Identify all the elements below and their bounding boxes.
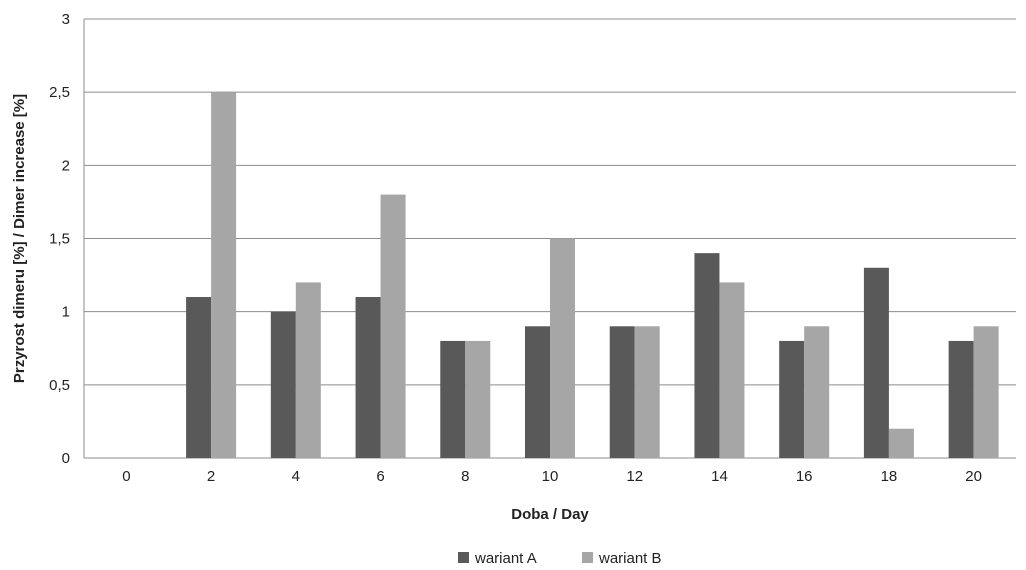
y-tick-labels: 0 0,5 1 1,5 2 2,5 3 (49, 11, 70, 467)
y-tick-label: 3 (62, 11, 70, 28)
legend-swatch-0 (458, 552, 469, 563)
y-tick-label: 0 (62, 450, 70, 467)
legend-label-1: wariant B (598, 550, 662, 567)
bar-series-1-cat-18 (888, 428, 914, 458)
bar-series-1-cat-16 (804, 326, 830, 458)
bar-series-1-cat-2 (211, 92, 237, 459)
bars (186, 92, 999, 459)
y-tick-label: 2 (62, 157, 70, 174)
y-tick-label: 1,5 (49, 231, 70, 248)
bar-series-1-cat-6 (380, 194, 406, 458)
x-tick-label: 10 (542, 468, 559, 485)
bar-series-1-cat-14 (719, 282, 745, 458)
x-tick-label: 12 (626, 468, 643, 485)
bar-series-0-cat-10 (525, 326, 550, 458)
y-tick-label: 1 (62, 304, 70, 321)
x-tick-label: 2 (207, 468, 215, 485)
bar-series-1-cat-8 (465, 340, 491, 458)
y-tick-label: 2,5 (49, 84, 70, 101)
x-tick-label: 4 (292, 468, 300, 485)
bar-series-1-cat-20 (973, 326, 999, 458)
bar-series-0-cat-18 (863, 267, 889, 458)
y-tick-label: 0,5 (49, 377, 70, 394)
bar-series-0-cat-4 (270, 311, 296, 458)
bar-series-0-cat-6 (355, 297, 381, 458)
bar-series-0-cat-2 (186, 297, 212, 458)
x-tick-label: 6 (376, 468, 384, 485)
x-tick-label: 8 (461, 468, 469, 485)
x-tick-label: 18 (881, 468, 898, 485)
bar-series-0-cat-14 (694, 253, 720, 458)
x-tick-label: 0 (122, 468, 130, 485)
x-tick-labels: 0 2 4 6 8 10 12 14 16 18 20 (122, 468, 982, 485)
y-axis-title: Przyrost dimeru [%] / Dimer increase [%] (11, 94, 28, 383)
bar-series-1-cat-4 (295, 282, 321, 458)
bar-series-0-cat-20 (948, 340, 974, 458)
x-tick-label: 16 (796, 468, 813, 485)
bar-series-0-cat-8 (440, 340, 466, 458)
legend-swatch-1 (582, 552, 593, 563)
x-tick-label: 14 (711, 468, 728, 485)
legend-label-0: wariant A (474, 550, 537, 567)
bar-series-0-cat-16 (779, 340, 805, 458)
bar-series-1-cat-12 (634, 326, 660, 458)
bar-series-0-cat-12 (609, 326, 635, 458)
legend: wariant A wariant B (458, 550, 662, 567)
bar-series-1-cat-10 (550, 238, 575, 458)
x-tick-label: 20 (965, 468, 982, 485)
x-axis-title: Doba / Day (511, 506, 589, 523)
